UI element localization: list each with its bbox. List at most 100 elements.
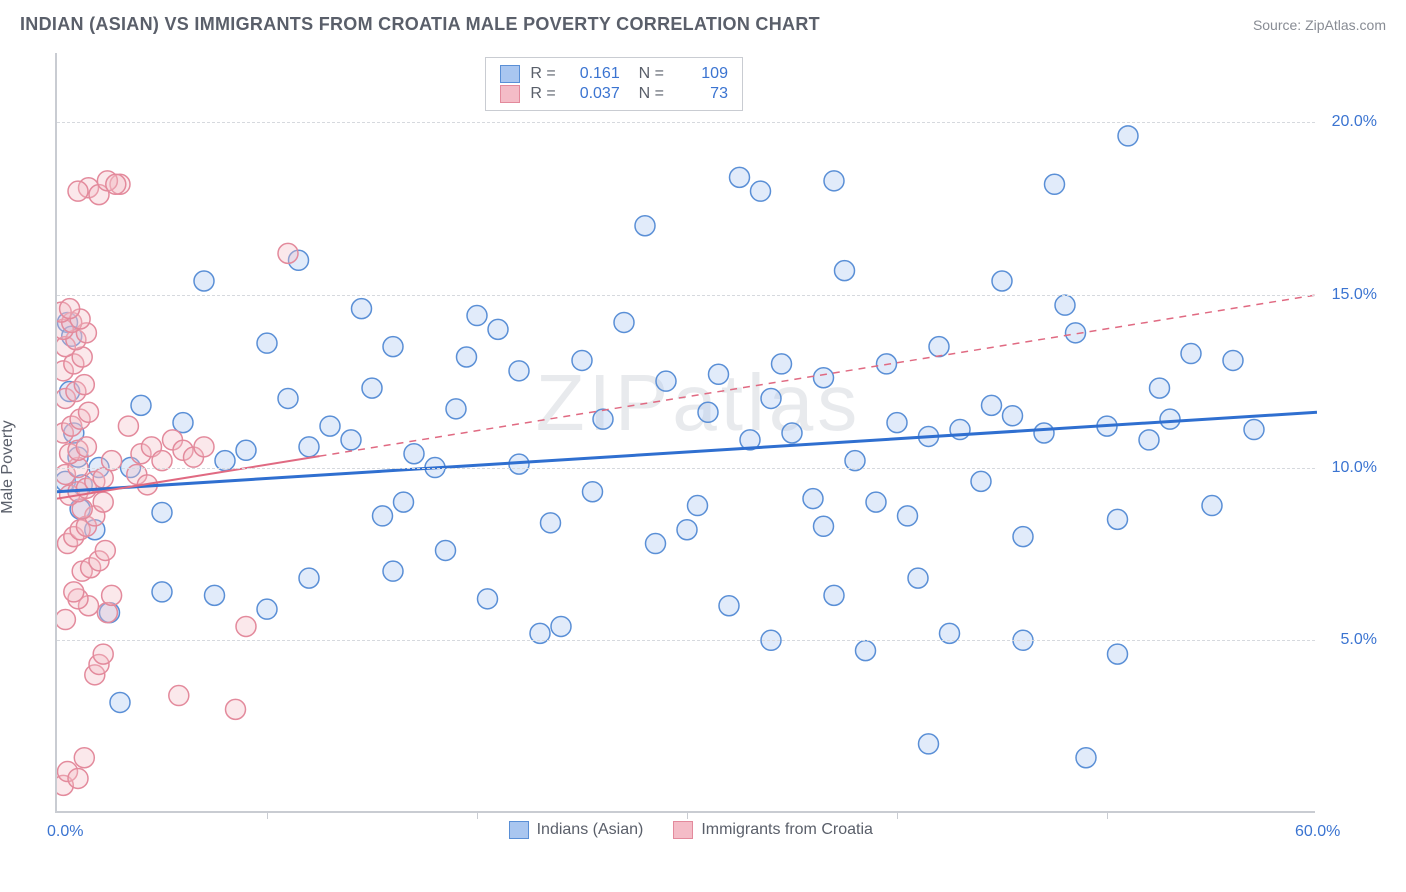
data-point <box>730 167 750 187</box>
y-tick-label: 5.0% <box>1341 631 1377 649</box>
data-point <box>1223 350 1243 370</box>
data-point <box>64 582 84 602</box>
data-point <box>467 306 487 326</box>
data-point <box>824 585 844 605</box>
data-point <box>68 768 88 788</box>
data-point <box>194 437 214 457</box>
data-point <box>74 748 94 768</box>
data-point <box>583 482 603 502</box>
x-tick <box>687 811 688 819</box>
data-point <box>814 516 834 536</box>
x-tick <box>267 811 268 819</box>
data-point <box>394 492 414 512</box>
data-point <box>1055 295 1075 315</box>
data-point <box>457 347 477 367</box>
stat-n-value: 109 <box>674 65 728 83</box>
data-point <box>908 568 928 588</box>
stat-label: N = <box>630 85 664 103</box>
data-point <box>60 299 80 319</box>
swatch-icon <box>500 65 520 83</box>
data-point <box>362 378 382 398</box>
data-point <box>572 350 592 370</box>
data-point <box>106 174 126 194</box>
data-point <box>373 506 393 526</box>
data-point <box>93 644 113 664</box>
data-point <box>887 413 907 433</box>
data-point <box>341 430 361 450</box>
grid-line <box>57 640 1315 641</box>
data-point <box>299 568 319 588</box>
data-point <box>383 561 403 581</box>
data-point <box>205 585 225 605</box>
x-axis-min-label: 0.0% <box>47 823 83 841</box>
data-point <box>751 181 771 201</box>
data-point <box>614 312 634 332</box>
x-tick <box>1107 811 1108 819</box>
stat-r-value: 0.037 <box>566 85 620 103</box>
data-point <box>1160 409 1180 429</box>
data-point <box>1139 430 1159 450</box>
bottom-legend: Indians (Asian) Immigrants from Croatia <box>509 821 873 839</box>
data-point <box>698 402 718 422</box>
data-point <box>551 616 571 636</box>
data-point <box>1118 126 1138 146</box>
data-point <box>688 496 708 516</box>
data-point <box>782 423 802 443</box>
data-point <box>76 437 96 457</box>
data-point <box>278 243 298 263</box>
data-point <box>1150 378 1170 398</box>
x-tick <box>477 811 478 819</box>
data-point <box>152 502 172 522</box>
data-point <box>299 437 319 457</box>
data-point <box>919 734 939 754</box>
data-point <box>856 641 876 661</box>
data-point <box>478 589 498 609</box>
data-point <box>488 319 508 339</box>
data-point <box>761 388 781 408</box>
data-point <box>772 354 792 374</box>
data-point <box>236 440 256 460</box>
data-point <box>131 395 151 415</box>
data-point <box>509 361 529 381</box>
data-point <box>656 371 676 391</box>
data-point <box>383 337 403 357</box>
grid-line <box>57 295 1315 296</box>
legend-label: Immigrants from Croatia <box>701 821 873 839</box>
data-point <box>898 506 918 526</box>
stat-r-value: 0.161 <box>566 65 620 83</box>
data-point <box>152 582 172 602</box>
stat-label: R = <box>530 65 555 83</box>
data-point <box>709 364 729 384</box>
data-point <box>257 333 277 353</box>
legend-item: Immigrants from Croatia <box>673 821 873 839</box>
stats-legend: R =0.161 N =109R =0.037 N =73 <box>485 57 743 111</box>
data-point <box>1045 174 1065 194</box>
chart-title: INDIAN (ASIAN) VS IMMIGRANTS FROM CROATI… <box>20 14 820 35</box>
data-point <box>1076 748 1096 768</box>
data-point <box>352 299 372 319</box>
data-point <box>74 375 94 395</box>
data-point <box>1181 344 1201 364</box>
data-point <box>971 471 991 491</box>
data-point <box>814 368 834 388</box>
data-point <box>194 271 214 291</box>
data-point <box>404 444 424 464</box>
y-tick-label: 15.0% <box>1332 286 1377 304</box>
legend-label: Indians (Asian) <box>537 821 644 839</box>
stat-n-value: 73 <box>674 85 728 103</box>
data-point <box>173 413 193 433</box>
data-point <box>278 388 298 408</box>
data-point <box>68 181 88 201</box>
stat-label: N = <box>630 65 664 83</box>
data-point <box>79 402 99 422</box>
y-tick-label: 10.0% <box>1332 459 1377 477</box>
data-point <box>118 416 138 436</box>
data-point <box>929 337 949 357</box>
data-point <box>1108 509 1128 529</box>
swatch-icon <box>509 821 529 839</box>
x-tick <box>897 811 898 819</box>
data-point <box>677 520 697 540</box>
data-point <box>866 492 886 512</box>
data-point <box>1013 527 1033 547</box>
data-point <box>541 513 561 533</box>
